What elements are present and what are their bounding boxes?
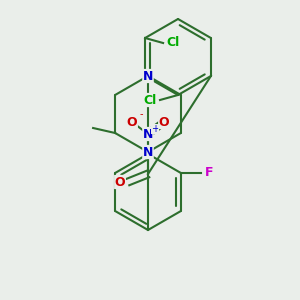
Text: F: F	[205, 167, 213, 179]
Text: O: O	[127, 116, 137, 128]
Text: O: O	[115, 176, 125, 188]
Text: Cl: Cl	[143, 94, 157, 106]
Text: N: N	[143, 70, 153, 83]
Text: +: +	[151, 124, 159, 134]
Text: Cl: Cl	[167, 37, 180, 50]
Text: -: -	[139, 109, 143, 119]
Text: O: O	[159, 116, 169, 128]
Text: N: N	[143, 146, 153, 158]
Text: N: N	[143, 128, 153, 140]
